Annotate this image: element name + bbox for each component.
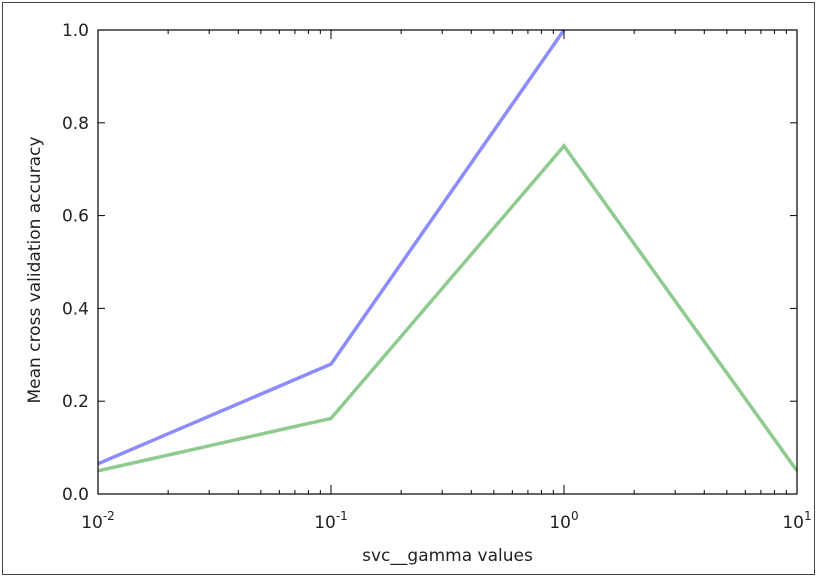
x-axis-label: svc__gamma values bbox=[362, 546, 533, 566]
x-tick-label: 100 bbox=[549, 509, 578, 533]
y-axis-label: Mean cross validation accuracy bbox=[25, 136, 45, 403]
y-tick-label: 0.4 bbox=[62, 299, 89, 319]
plot-area bbox=[97, 29, 798, 495]
series-layer bbox=[97, 28, 799, 473]
y-tick-label: 0.6 bbox=[62, 207, 89, 227]
x-tick-label: 101 bbox=[782, 509, 811, 533]
y-tick-label: 0.0 bbox=[62, 485, 89, 505]
y-tick-label: 0.2 bbox=[62, 392, 89, 412]
series-line-1 bbox=[97, 28, 566, 466]
y-tick-label: 1.0 bbox=[62, 21, 89, 41]
x-tick-label: 10-1 bbox=[314, 509, 348, 533]
x-tick-label: 10-2 bbox=[81, 509, 115, 533]
ticks-layer: 0.0 0.2 0.4 0.6 0.8 1.0 10-2 10-1 100 101 bbox=[62, 21, 812, 533]
series-line-2 bbox=[97, 143, 799, 473]
y-tick-label: 0.8 bbox=[62, 114, 89, 134]
